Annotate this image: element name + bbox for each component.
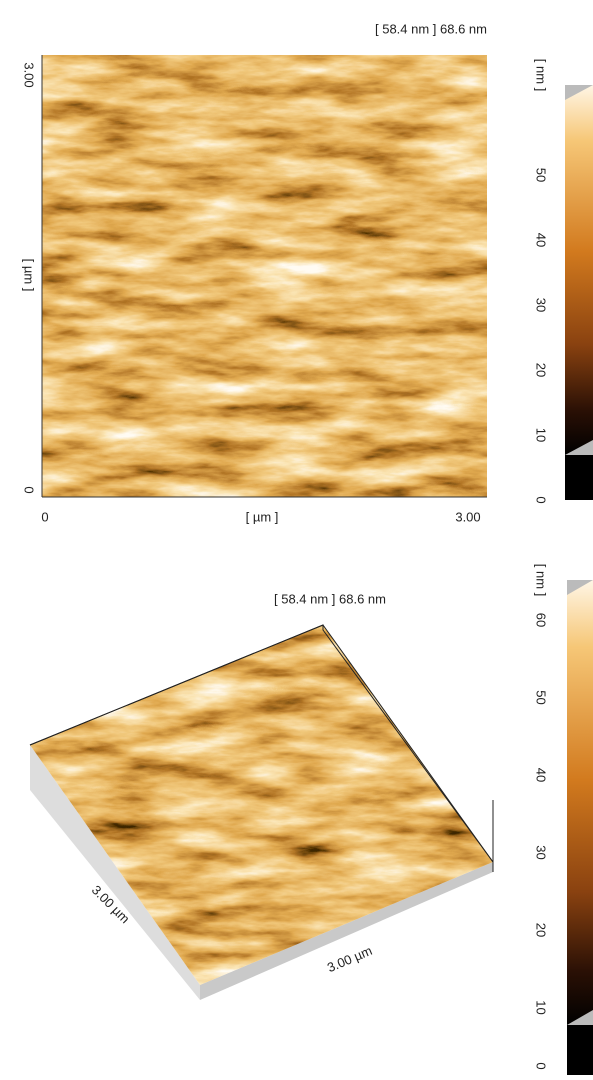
afm-height-map xyxy=(42,55,487,497)
image-title: [ 58.4 nm ] 68.6 nm xyxy=(375,21,487,36)
colorbar xyxy=(567,580,593,1025)
colorbar-tick-label: 0 xyxy=(534,1062,549,1069)
colorbar-underflow xyxy=(567,1025,593,1075)
colorbar-tick-label: 60 xyxy=(534,613,549,627)
colorbar-tick-label: 30 xyxy=(534,298,549,312)
y-axis-label: [ µm ] xyxy=(22,259,37,292)
colorbar-tick-label: 40 xyxy=(534,768,549,782)
colorbar-tick-label: 10 xyxy=(534,1000,549,1014)
colorbar-ticks: 50 40 30 20 10 0 xyxy=(534,168,549,504)
colorbar-tick-label: 40 xyxy=(534,233,549,247)
x-axis-left: 0 xyxy=(41,509,48,524)
surface-top xyxy=(20,615,500,995)
page: {"top_image": {"title": "[ 58.4 nm ] 68.… xyxy=(0,0,593,1075)
y-axis-top: 3.00 xyxy=(22,62,37,87)
y-axis-bottom: 0 xyxy=(22,486,37,493)
figure: [ 58.4 nm ] 68.6 nm 3.00 [ µm ] 0 0 [ µm… xyxy=(0,0,593,1075)
x-axis-right: 3.00 xyxy=(455,509,480,524)
surface-3d xyxy=(20,615,500,1000)
colorbar-tick-label: 50 xyxy=(534,690,549,704)
image-title: [ 58.4 nm ] 68.6 nm xyxy=(274,591,386,606)
colorbar-tick-label: 20 xyxy=(534,923,549,937)
colorbar-tick-label: 0 xyxy=(534,496,549,503)
colorbar-underflow xyxy=(565,455,593,500)
x-axis-label: [ µm ] xyxy=(246,509,279,524)
colorbar-tick-label: 10 xyxy=(534,428,549,442)
colorbar-tick-label: 50 xyxy=(534,168,549,182)
colorbar xyxy=(565,85,593,455)
colorbar-tick-label: 30 xyxy=(534,845,549,859)
colorbar-tick-label: 20 xyxy=(534,363,549,377)
colorbar-label: [ nm ] xyxy=(534,59,549,92)
edge-label: 3.00 µm xyxy=(325,943,374,975)
colorbar-label: [ nm ] xyxy=(534,564,549,597)
body: [ 58.4 nm ] 68.6 nm 3.00 [ µm ] 0 0 [ µm… xyxy=(0,0,593,1075)
colorbar-ticks: 60 50 40 30 20 10 0 xyxy=(534,613,549,1070)
